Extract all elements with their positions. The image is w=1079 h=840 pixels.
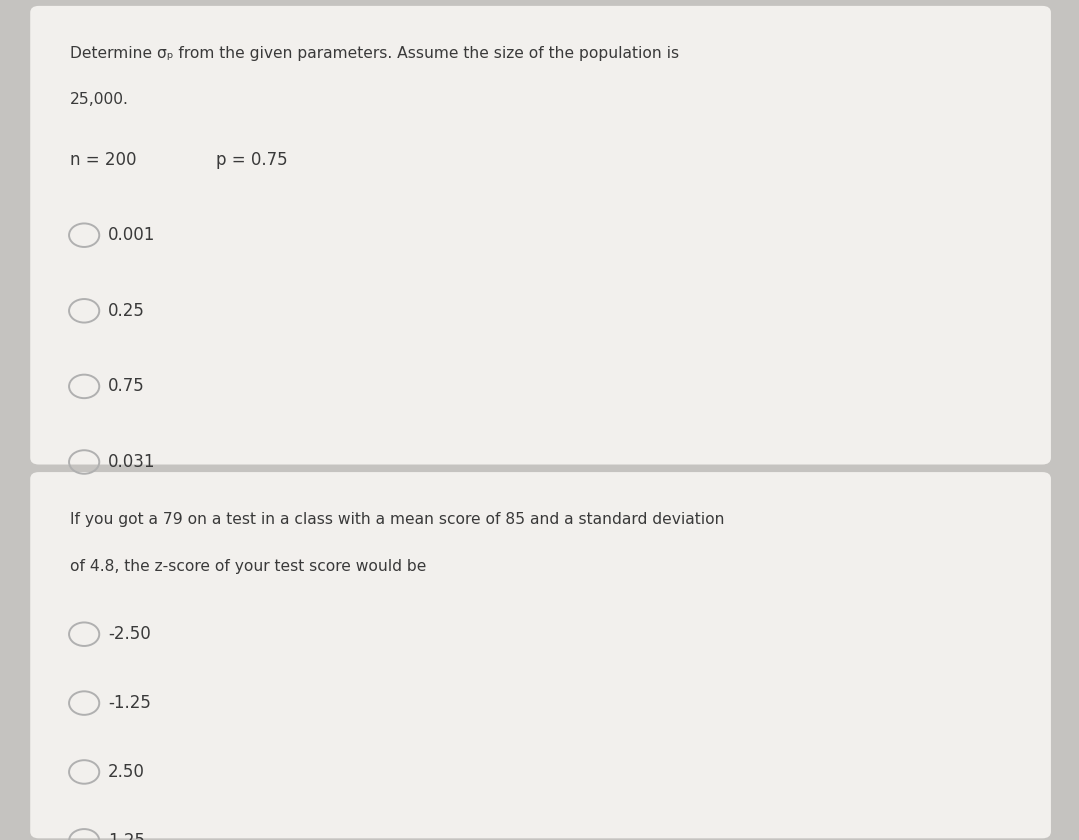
Text: Determine σₚ from the given parameters. Assume the size of the population is: Determine σₚ from the given parameters. … bbox=[70, 46, 680, 61]
Text: If you got a 79 on a test in a class with a mean score of 85 and a standard devi: If you got a 79 on a test in a class wit… bbox=[70, 512, 725, 528]
Text: 0.75: 0.75 bbox=[108, 377, 145, 396]
Text: 0.001: 0.001 bbox=[108, 226, 155, 244]
Text: n = 200: n = 200 bbox=[70, 151, 137, 169]
Text: 0.031: 0.031 bbox=[108, 453, 155, 471]
Text: p = 0.75: p = 0.75 bbox=[216, 151, 287, 169]
Text: 0.25: 0.25 bbox=[108, 302, 145, 320]
Text: -1.25: -1.25 bbox=[108, 694, 151, 712]
Text: of 4.8, the z-score of your test score would be: of 4.8, the z-score of your test score w… bbox=[70, 559, 426, 574]
Text: -2.50: -2.50 bbox=[108, 625, 151, 643]
FancyBboxPatch shape bbox=[30, 6, 1051, 465]
Text: 1.25: 1.25 bbox=[108, 832, 145, 840]
Text: 2.50: 2.50 bbox=[108, 763, 145, 781]
FancyBboxPatch shape bbox=[30, 472, 1051, 838]
Text: 25,000.: 25,000. bbox=[70, 92, 129, 108]
